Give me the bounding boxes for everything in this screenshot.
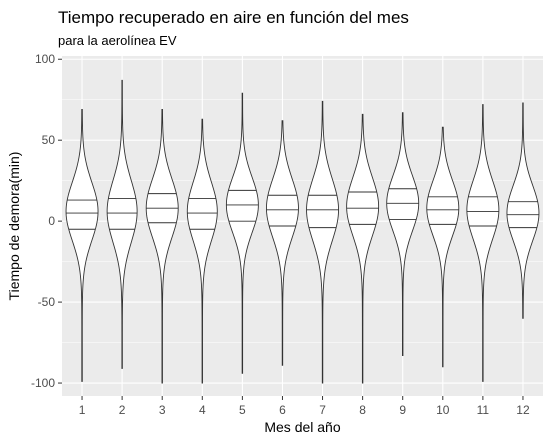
violin-body xyxy=(506,102,540,319)
x-tick-label: 3 xyxy=(159,403,166,417)
chart-title: Tiempo recuperado en aire en función del… xyxy=(58,8,409,27)
x-tick-label: 11 xyxy=(477,403,490,417)
violin-body xyxy=(306,100,339,384)
y-axis: -100 -50 0 50 100 xyxy=(31,52,62,390)
violin-body xyxy=(106,79,138,369)
x-tick-label: 6 xyxy=(279,403,286,417)
plot-panel xyxy=(62,56,543,396)
violin-month-5 xyxy=(225,92,259,374)
violin-body xyxy=(386,112,420,356)
violin-month-1 xyxy=(65,108,99,382)
x-tick-label: 9 xyxy=(399,403,406,417)
y-tick-label: -50 xyxy=(38,295,56,309)
violin-month-4 xyxy=(186,118,218,384)
violin-body xyxy=(186,118,218,384)
x-tick-label: 5 xyxy=(239,403,246,417)
violin-month-10 xyxy=(426,126,460,368)
violins xyxy=(65,79,540,384)
grid-minor xyxy=(62,99,543,343)
violin-month-11 xyxy=(466,104,500,382)
violin-body xyxy=(65,108,99,382)
violin-body xyxy=(426,126,460,368)
violin-body xyxy=(225,92,259,374)
y-tick-label: -100 xyxy=(31,376,55,390)
x-tick-label: 12 xyxy=(516,403,530,417)
y-tick-label: 50 xyxy=(42,133,56,147)
violin-month-6 xyxy=(266,120,299,366)
violin-month-8 xyxy=(346,113,380,384)
x-tick-label: 8 xyxy=(359,403,366,417)
violin-month-2 xyxy=(106,79,138,369)
x-axis: 1 2 3 4 5 6 7 8 9 10 11 12 xyxy=(79,396,530,417)
chart-subtitle: para la aerolínea EV xyxy=(58,33,177,48)
x-tick-label: 2 xyxy=(119,403,126,417)
violin-month-9 xyxy=(386,112,420,356)
violin-body xyxy=(266,120,299,366)
violin-body xyxy=(145,108,179,384)
violin-month-3 xyxy=(145,108,179,384)
violin-month-7 xyxy=(306,100,339,384)
x-tick-label: 1 xyxy=(79,403,86,417)
x-axis-title: Mes del año xyxy=(264,419,340,435)
y-tick-label: 0 xyxy=(48,214,55,228)
violin-body xyxy=(466,104,500,382)
y-axis-title: Tiempo de demora(min) xyxy=(6,152,22,301)
y-tick-label: 100 xyxy=(35,52,55,66)
x-tick-label: 10 xyxy=(436,403,450,417)
x-tick-label: 4 xyxy=(199,403,206,417)
violin-body xyxy=(346,113,380,384)
violin-month-12 xyxy=(506,102,540,319)
x-tick-label: 7 xyxy=(319,403,326,417)
